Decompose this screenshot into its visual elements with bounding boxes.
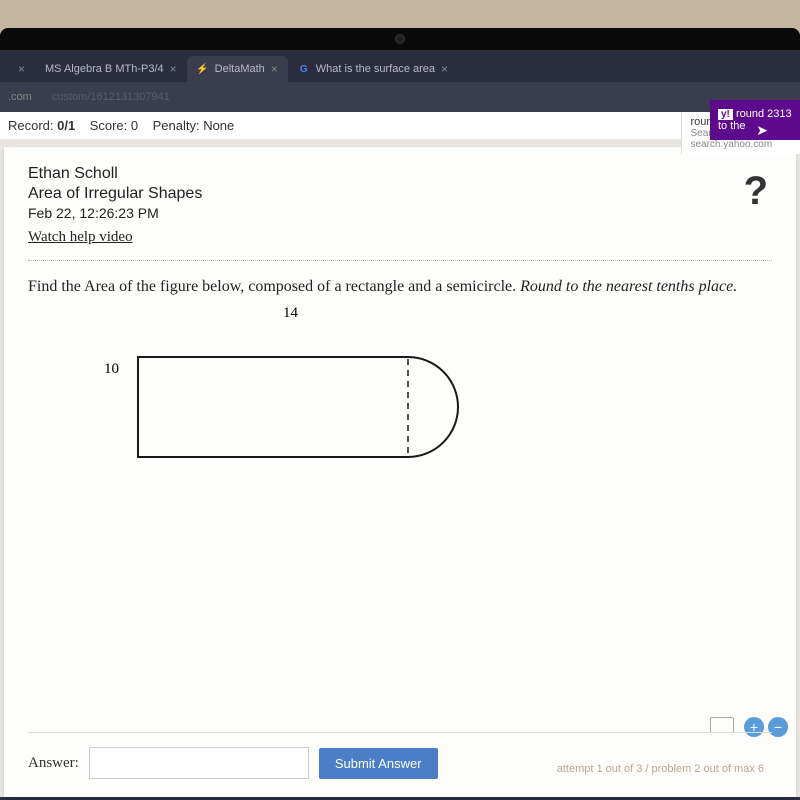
tab-yahoo[interactable]: y! round 2313 to the — [710, 100, 800, 140]
tab-strip: × MS Algebra B MTh-P3/4 × ⚡ DeltaMath × … — [0, 50, 800, 82]
close-icon[interactable]: × — [170, 62, 177, 76]
tab-label: DeltaMath — [215, 63, 265, 75]
shape-outline — [138, 357, 458, 457]
assignment-title: Area of Irregular Shapes — [28, 185, 772, 203]
figure-label-height: 10 — [104, 361, 119, 378]
figure-label-width: 14 — [283, 305, 298, 322]
keyboard-icon[interactable] — [710, 717, 734, 733]
answer-label: Answer: — [28, 755, 79, 772]
submit-button[interactable]: Submit Answer — [319, 748, 438, 779]
suggestion-line3: search.yahoo.com — [690, 139, 792, 150]
score-label: Score: — [90, 118, 128, 133]
answer-input[interactable] — [89, 747, 309, 779]
answer-bar: Answer: Submit Answer attempt 1 out of 3… — [28, 732, 772, 779]
divider — [28, 260, 772, 261]
close-icon[interactable]: × — [271, 62, 278, 76]
question-hint: Round to the nearest tenths place. — [520, 278, 737, 295]
student-name: Ethan Scholl — [28, 165, 772, 183]
url-text: .com — [8, 91, 32, 103]
favicon-icon: ⚡ — [197, 63, 209, 75]
help-icon[interactable]: ? — [744, 169, 768, 214]
tab-label: What is the surface area — [316, 63, 435, 75]
tab-algebra[interactable]: MS Algebra B MTh-P3/4 × — [35, 56, 187, 82]
content-wrap: ? Ethan Scholl Area of Irregular Shapes … — [0, 139, 800, 797]
score-value: 0 — [131, 118, 138, 133]
record-value: 0/1 — [57, 118, 75, 133]
url-path: custom/1612131307941 — [52, 91, 170, 103]
tab-google[interactable]: G What is the surface area × — [288, 56, 458, 82]
google-icon: G — [298, 63, 310, 75]
main-content: ? Ethan Scholl Area of Irregular Shapes … — [4, 147, 796, 797]
penalty-label: Penalty: — [153, 118, 200, 133]
cursor-icon: ➤ — [756, 122, 768, 139]
tab-close-first[interactable]: × — [8, 56, 35, 82]
attempt-text: attempt 1 out of 3 / problem 2 out of ma… — [557, 763, 764, 775]
close-icon[interactable]: × — [18, 62, 25, 76]
browser-window: × MS Algebra B MTh-P3/4 × ⚡ DeltaMath × … — [0, 50, 800, 800]
tab-label: MS Algebra B MTh-P3/4 — [45, 63, 164, 75]
webcam — [395, 34, 405, 44]
penalty-value: None — [203, 118, 234, 133]
question-main: Find the Area of the figure below, compo… — [28, 278, 520, 295]
record-label: Record: — [8, 118, 54, 133]
yahoo-icon: y! — [718, 109, 733, 120]
url-bar[interactable]: .com custom/1612131307941 — [0, 82, 800, 112]
close-icon[interactable]: × — [441, 62, 448, 76]
tab-deltamath[interactable]: ⚡ DeltaMath × — [187, 56, 288, 82]
help-video-link[interactable]: Watch help video — [28, 229, 772, 246]
figure: 14 10 — [128, 327, 528, 487]
question-text: Find the Area of the figure below, compo… — [28, 275, 772, 299]
timestamp: Feb 22, 12:26:23 PM — [28, 205, 772, 221]
record-bar: Record: 0/1 Score: 0 Penalty: None round… — [0, 112, 800, 139]
figure-svg — [128, 327, 528, 487]
